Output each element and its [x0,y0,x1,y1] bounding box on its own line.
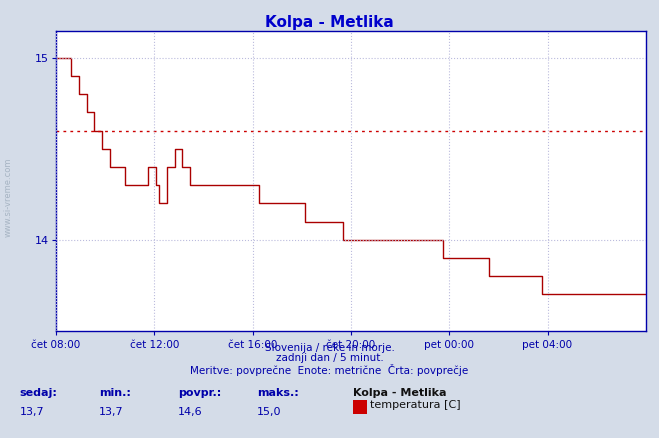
Text: 14,6: 14,6 [178,407,202,417]
Text: 13,7: 13,7 [20,407,44,417]
Text: 15,0: 15,0 [257,407,281,417]
Text: Kolpa - Metlika: Kolpa - Metlika [265,15,394,30]
Text: Meritve: povprečne  Enote: metrične  Črta: povprečje: Meritve: povprečne Enote: metrične Črta:… [190,364,469,376]
Text: povpr.:: povpr.: [178,388,221,398]
Text: Slovenija / reke in morje.: Slovenija / reke in morje. [264,343,395,353]
Text: 13,7: 13,7 [99,407,123,417]
Text: www.si-vreme.com: www.si-vreme.com [4,157,13,237]
Text: zadnji dan / 5 minut.: zadnji dan / 5 minut. [275,353,384,364]
Text: min.:: min.: [99,388,130,398]
Text: maks.:: maks.: [257,388,299,398]
Text: Kolpa - Metlika: Kolpa - Metlika [353,388,446,398]
Text: sedaj:: sedaj: [20,388,57,398]
Text: temperatura [C]: temperatura [C] [370,400,461,410]
